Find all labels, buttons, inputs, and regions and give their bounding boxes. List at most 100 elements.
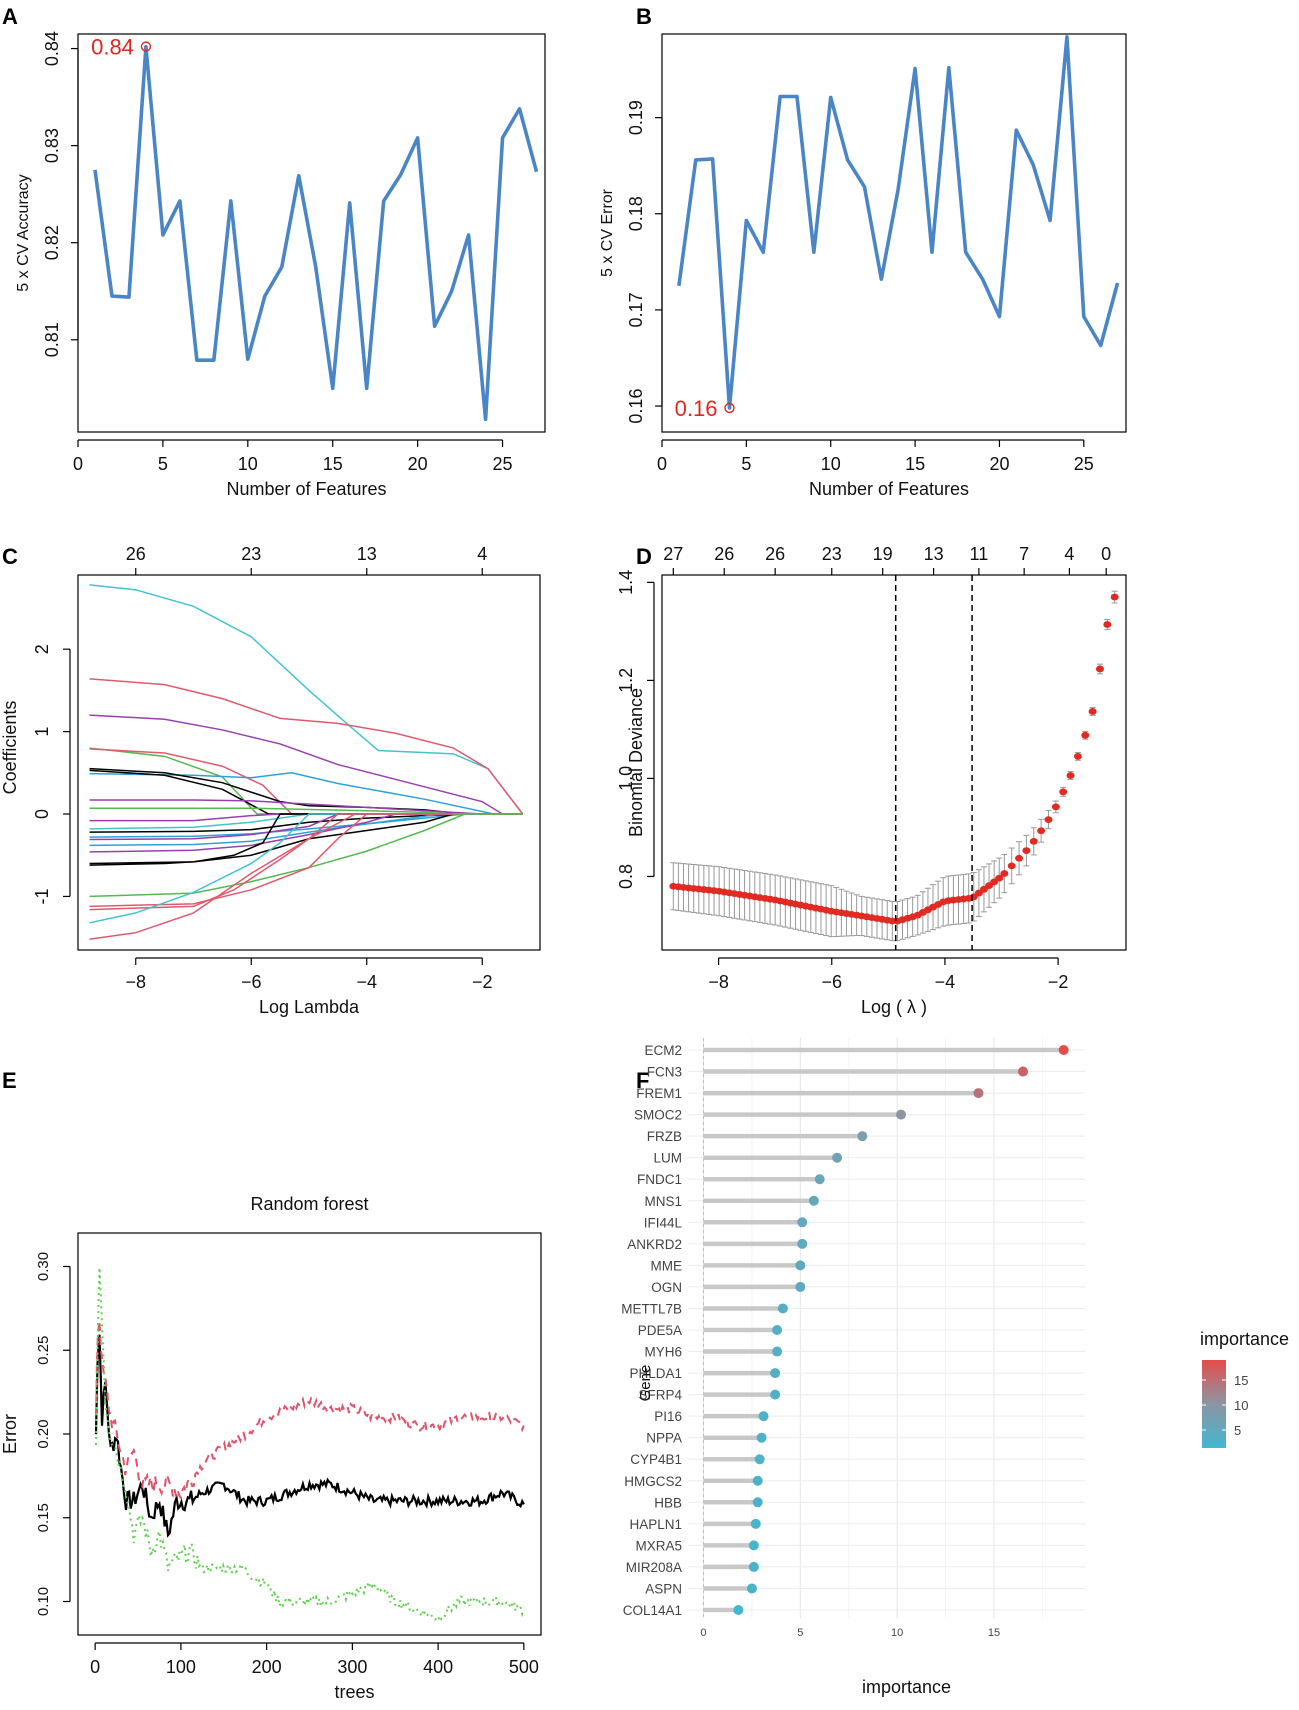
f-legend-tick-label: 10 [1234, 1398, 1248, 1413]
b-y-axis-title: 5 x CV Error [599, 188, 616, 277]
c-top-tick-label: 26 [126, 544, 146, 564]
f-dot [857, 1131, 867, 1141]
f-x-axis-title: importance [862, 1677, 951, 1697]
b-y-tick-label: 0.19 [626, 100, 646, 135]
f-gene-label: LUM [653, 1151, 682, 1166]
f-gene-label: MYH6 [644, 1345, 682, 1360]
e-y-tick-label: 0.25 [35, 1336, 52, 1365]
d-deviance-point [1052, 803, 1060, 810]
d-deviance-point [1008, 862, 1016, 869]
f-gene-label: HAPLN1 [629, 1517, 682, 1532]
b-y-tick-label: 0.16 [626, 389, 646, 424]
f-dot [973, 1088, 983, 1098]
c-top-tick-label: 13 [357, 544, 377, 564]
e-x-tick-label: 200 [252, 1657, 282, 1677]
f-dot [753, 1476, 763, 1486]
d-top-tick-label: 23 [822, 544, 842, 564]
e-y-tick-label: 0.15 [35, 1503, 52, 1532]
f-gene-label: PDE5A [638, 1323, 682, 1338]
e-error-line-class-2 [96, 1268, 524, 1621]
d-top-tick-label: 0 [1101, 544, 1111, 564]
c-x-tick-label: −8 [125, 972, 146, 992]
panel-letter-a: A [2, 4, 18, 29]
b-x-tick-label: 20 [989, 454, 1009, 474]
e-y-axis-title: Error [0, 1414, 20, 1454]
f-dot [733, 1605, 743, 1615]
f-gene-label: OGN [651, 1280, 682, 1295]
a-y-axis-title: 5 x CV Accuracy [15, 174, 32, 291]
d-top-tick-label: 7 [1019, 544, 1029, 564]
f-legend-colorbar [1202, 1360, 1226, 1448]
d-deviance-point [1096, 666, 1104, 673]
f-dot [759, 1411, 769, 1421]
e-error-line-class-1 [96, 1320, 524, 1497]
d-deviance-point [1015, 855, 1023, 862]
b-series-line [679, 37, 1118, 408]
f-gene-label: ECM2 [644, 1043, 682, 1058]
f-dot [770, 1390, 780, 1400]
f-dot [772, 1347, 782, 1357]
d-top-tick-label: 26 [714, 544, 734, 564]
a-x-tick-label: 15 [323, 454, 343, 474]
d-top-tick-label: 4 [1064, 544, 1074, 564]
d-deviance-point [1059, 789, 1067, 796]
c-y-axis-title: Coefficients [0, 701, 20, 795]
f-dot [1059, 1045, 1069, 1055]
b-x-tick-label: 0 [657, 454, 667, 474]
f-gene-label: PI16 [654, 1409, 682, 1424]
f-dot [778, 1303, 788, 1313]
d-deviance-point [1022, 847, 1030, 854]
f-x-tick-label: 5 [797, 1627, 803, 1639]
f-gene-label: FCN3 [647, 1065, 682, 1080]
f-x-tick-label: 0 [700, 1627, 706, 1639]
e-y-tick-label: 0.10 [35, 1587, 52, 1616]
c-y-tick-label: 0 [32, 809, 52, 819]
f-dot [797, 1239, 807, 1249]
a-y-tick-label: 0.84 [42, 31, 62, 66]
c-coef-path [90, 679, 523, 814]
a-x-tick-label: 5 [158, 454, 168, 474]
c-x-tick-label: −2 [472, 972, 493, 992]
a-plot-frame [78, 34, 545, 432]
e-x-tick-label: 100 [166, 1657, 196, 1677]
f-gene-label: MME [651, 1258, 683, 1273]
d-x-tick-label: −4 [935, 972, 956, 992]
f-dot [772, 1325, 782, 1335]
c-top-tick-label: 4 [477, 544, 487, 564]
f-dot [1018, 1067, 1028, 1077]
d-deviance-point [1030, 838, 1038, 845]
e-x-tick-label: 300 [337, 1657, 367, 1677]
b-highlight-label: 0.16 [675, 396, 718, 421]
c-x-tick-label: −6 [241, 972, 262, 992]
f-gene-label: NPPA [646, 1431, 682, 1446]
f-dot [749, 1562, 759, 1572]
d-top-tick-label: 27 [663, 544, 683, 564]
e-chart-title: Random forest [250, 1194, 368, 1214]
d-deviance-point [1044, 816, 1052, 823]
a-y-tick-label: 0.83 [42, 128, 62, 163]
f-dot [809, 1196, 819, 1206]
f-dot [832, 1153, 842, 1163]
b-x-tick-label: 25 [1074, 454, 1094, 474]
f-gene-label: FREM1 [636, 1086, 682, 1101]
f-gene-label: METTL7B [621, 1301, 682, 1316]
d-x-tick-label: −2 [1048, 972, 1069, 992]
f-gene-label: MIR208A [626, 1560, 682, 1575]
f-dot [751, 1519, 761, 1529]
f-dot [755, 1454, 765, 1464]
a-x-tick-label: 10 [238, 454, 258, 474]
d-top-tick-label: 19 [873, 544, 893, 564]
d-y-tick-label: 1.4 [616, 570, 636, 595]
f-dot [770, 1368, 780, 1378]
c-coef-path [90, 715, 523, 814]
b-x-tick-label: 15 [905, 454, 925, 474]
f-x-tick-label: 10 [891, 1627, 903, 1639]
panel-letter-c: C [2, 544, 18, 569]
f-gene-label: ANKRD2 [627, 1237, 682, 1252]
f-dot [797, 1217, 807, 1227]
